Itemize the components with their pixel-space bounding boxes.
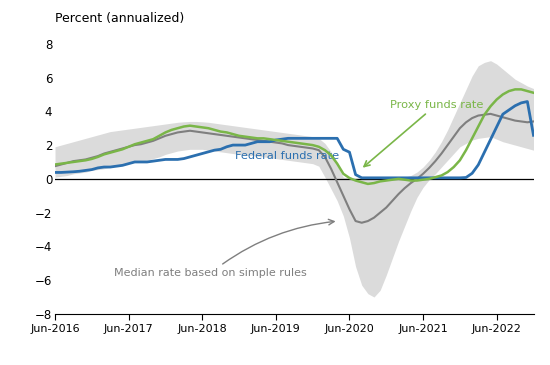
Text: Federal funds rate: Federal funds rate (235, 151, 339, 161)
Text: Percent (annualized): Percent (annualized) (55, 12, 184, 25)
Text: Proxy funds rate: Proxy funds rate (364, 100, 483, 166)
Text: Median rate based on simple rules: Median rate based on simple rules (114, 219, 334, 278)
